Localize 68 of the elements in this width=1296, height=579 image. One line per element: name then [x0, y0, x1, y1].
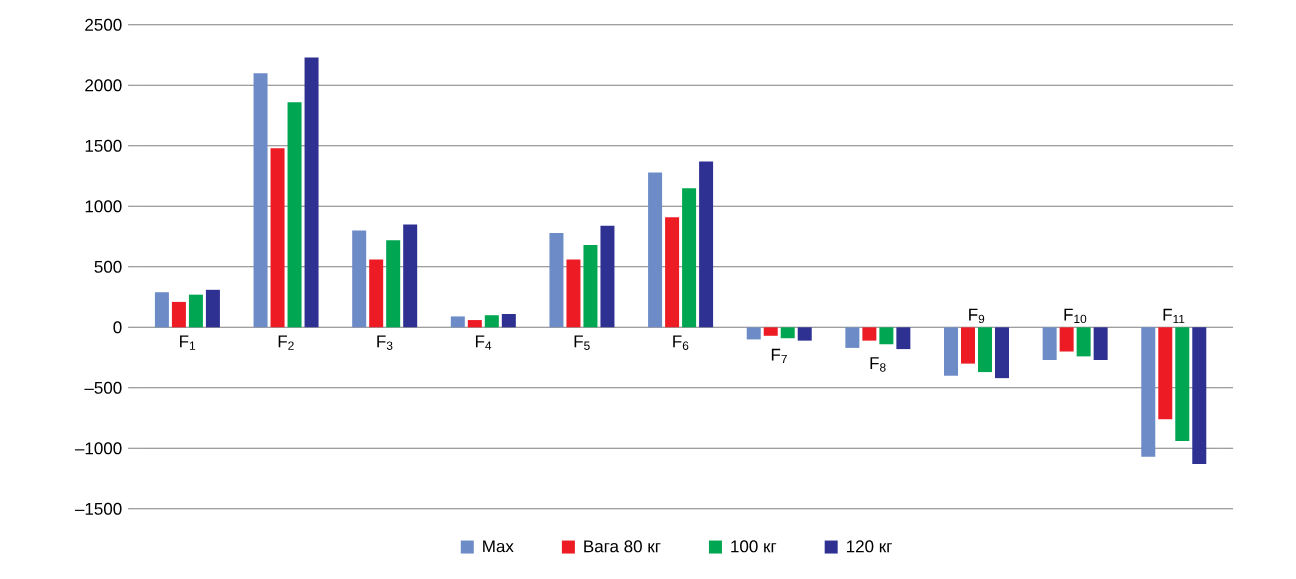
x-tick-label: F$_{4}$ — [475, 335, 492, 350]
bar — [600, 225, 615, 328]
y-tick-label: 0 — [113, 321, 122, 334]
bar — [501, 314, 516, 328]
bar — [352, 230, 367, 328]
bar — [1141, 327, 1156, 457]
bar — [1158, 327, 1173, 420]
legend-label: 120 кг — [846, 540, 892, 553]
bar — [154, 292, 169, 328]
bar — [369, 259, 384, 328]
bar — [699, 161, 714, 328]
bar — [1076, 327, 1091, 357]
bar — [682, 188, 697, 328]
x-tick-label: F$_{10}$ — [1064, 308, 1087, 324]
bar — [287, 102, 302, 328]
bar — [944, 327, 959, 376]
y-tick-label: –500 — [84, 381, 122, 394]
bar — [304, 57, 319, 328]
bar — [188, 294, 203, 328]
y-tick-label: 1000 — [85, 200, 122, 213]
bar — [450, 316, 465, 328]
legend-label: Max — [483, 540, 514, 553]
y-tick-label: –1500 — [74, 502, 122, 515]
bar — [648, 172, 663, 328]
y-tick-label: 500 — [94, 260, 122, 273]
bar — [205, 289, 220, 328]
bar — [845, 327, 860, 348]
x-tick-label: F$_{9}$ — [969, 308, 985, 324]
bar — [270, 148, 285, 328]
x-tick-label: F$_{11}$ — [1163, 308, 1185, 324]
bar — [978, 327, 992, 373]
bar — [995, 327, 1010, 379]
bar — [403, 224, 418, 328]
bar — [763, 327, 778, 336]
x-tick-label: F$_{6}$ — [673, 335, 689, 350]
bar — [780, 327, 795, 339]
x-tick-label: F$_{1}$ — [180, 335, 196, 350]
bar — [1192, 327, 1207, 465]
bar — [961, 327, 975, 364]
bar — [746, 327, 761, 340]
x-tick-label: F$_{7}$ — [771, 348, 787, 364]
bar — [896, 327, 911, 350]
y-tick-label: –1000 — [74, 442, 122, 455]
bar — [566, 259, 581, 328]
bar — [549, 232, 564, 328]
bar — [879, 327, 894, 345]
bar — [253, 73, 268, 328]
bar — [1175, 327, 1190, 442]
bar — [484, 315, 499, 328]
y-tick-label: 1500 — [85, 139, 122, 152]
bar — [797, 327, 812, 341]
y-tick-label: 2000 — [85, 79, 122, 92]
x-tick-label: F$_{2}$ — [278, 335, 294, 350]
bar — [1093, 327, 1108, 360]
x-tick-label: F$_{3}$ — [377, 335, 393, 350]
bar — [862, 327, 877, 341]
bar — [386, 240, 401, 328]
bar — [1059, 327, 1074, 352]
x-tick-label: F$_{5}$ — [574, 335, 590, 350]
bar — [583, 245, 598, 328]
y-tick-label: 2500 — [85, 18, 122, 31]
bar — [467, 320, 482, 328]
x-tick-label: F$_{8}$ — [870, 357, 886, 372]
legend-label: 100 кг — [731, 540, 777, 553]
legend-label: Вага 80 кг — [584, 540, 661, 553]
bar — [171, 301, 186, 328]
bar — [665, 217, 680, 328]
bar — [1042, 327, 1057, 360]
